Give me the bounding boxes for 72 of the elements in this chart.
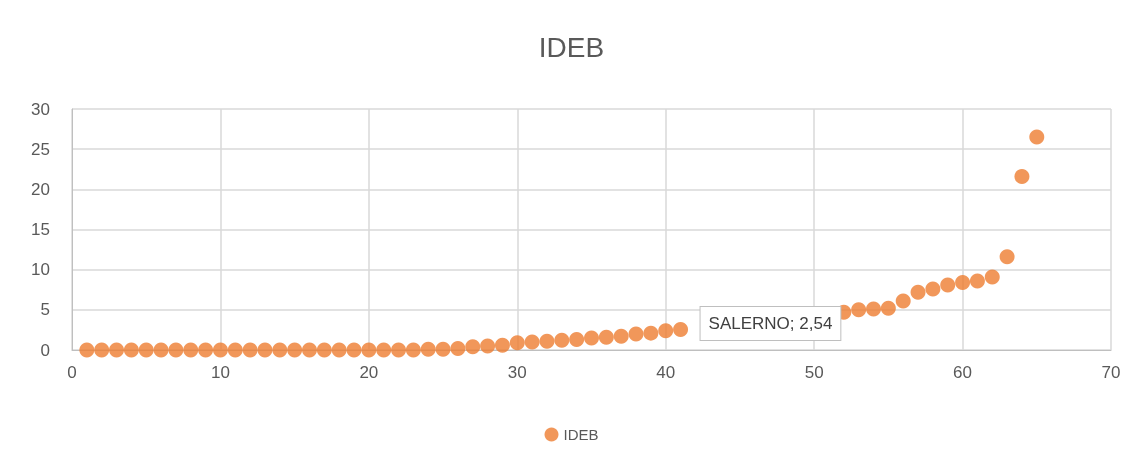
point [524,334,540,350]
point [94,342,110,358]
point [613,328,629,344]
point [1029,129,1045,145]
point [272,342,288,358]
point [999,249,1015,265]
x-tick-label: 30 [507,363,527,382]
point [509,335,525,351]
point [331,342,347,358]
point [450,340,466,356]
point [984,269,1000,285]
point [123,342,139,358]
point [153,342,169,358]
x-tick-label: 50 [804,363,824,382]
point [940,277,956,293]
x-tick-label: 60 [953,363,973,382]
point [376,342,392,358]
x-tick-label: 40 [656,363,676,382]
chart-title: IDEB [538,31,605,63]
point [242,342,258,358]
x-tick-label: 10 [210,363,230,382]
point [465,339,481,355]
point [598,329,614,345]
point [673,322,689,338]
point [569,332,585,348]
point [302,342,317,358]
point [198,342,214,358]
point [539,333,555,349]
y-tick-label: 0 [40,340,50,360]
point [168,342,184,358]
point [287,342,303,358]
legend-label: IDEB [563,426,599,443]
x-tick-label: 20 [359,363,379,382]
point [257,342,273,358]
y-tick-label: 15 [31,220,50,239]
point [183,342,199,358]
point [969,273,985,289]
point [138,342,154,358]
point [494,337,510,353]
point [1014,168,1030,184]
y-tick-label: 5 [40,300,50,320]
point [346,342,362,358]
x-tick-label: 70 [1101,363,1121,382]
point [227,342,243,358]
point [643,325,659,341]
point [628,326,644,342]
y-tick-label: 25 [31,139,50,159]
point [435,341,451,357]
y-tick-label: 10 [31,260,50,280]
point [880,300,896,316]
point [910,284,926,300]
point [109,342,125,358]
point [895,293,911,309]
x-tick-label: 0 [67,363,77,382]
point [925,281,941,297]
point [361,342,377,358]
point [658,323,674,339]
point [212,342,228,358]
point [584,330,599,346]
point [316,342,332,358]
point [955,275,971,291]
annotation: SALERNO; 2,54 [708,314,833,334]
point [554,332,570,348]
point [480,338,496,354]
y-tick-label: 30 [31,99,50,119]
point [79,342,95,358]
y-tick-label: 20 [31,179,50,199]
point [866,301,882,317]
point [391,342,407,358]
point [420,341,436,357]
point [405,342,421,358]
point [851,302,867,318]
